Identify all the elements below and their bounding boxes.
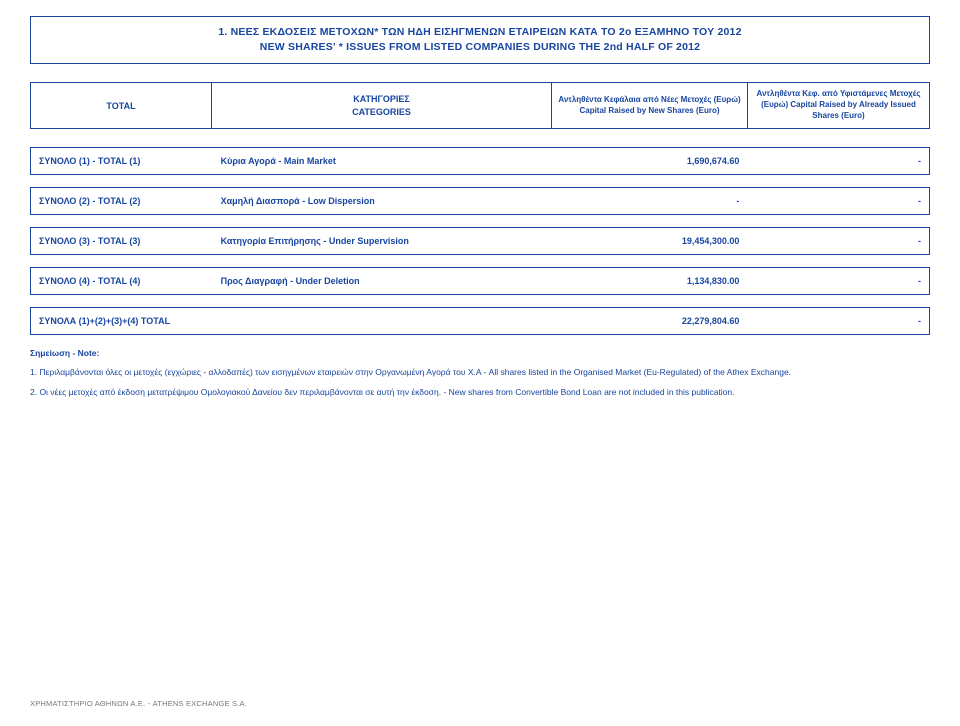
row-label: ΣΥΝΟΛΟ (3) - TOTAL (3) bbox=[31, 228, 213, 254]
row-label: ΣΥΝΟΛΟ (2) - TOTAL (2) bbox=[31, 188, 213, 214]
row-value-existing: - bbox=[747, 308, 929, 334]
table-row: ΣΥΝΟΛΟ (2) - TOTAL (2) Χαμηλή Διασπορά -… bbox=[30, 187, 930, 215]
row-category: Κατηγορία Επιτήρησης - Under Supervision bbox=[213, 228, 552, 254]
row-value-existing: - bbox=[747, 228, 929, 254]
page: 1. ΝΕΕΣ ΕΚΔΟΣΕΙΣ ΜΕΤΟΧΩΝ* ΤΩΝ ΗΔΗ ΕΙΣΗΓΜ… bbox=[0, 0, 960, 400]
row-category bbox=[213, 308, 552, 334]
header-label: Αντληθέντα Κεφ. από Υφιστάμενες Μετοχές … bbox=[754, 89, 923, 121]
table-row: ΣΥΝΟΛΟ (1) - TOTAL (1) Κύρια Αγορά - Mai… bbox=[30, 147, 930, 175]
header-label: ΚΑΤΗΓΟΡΙΕΣ bbox=[353, 93, 410, 105]
page-footer: ΧΡΗΜΑΤΙΣΤΗΡΙΟ ΑΘΗΝΩΝ Α.Ε. - ATHENS EXCHA… bbox=[30, 699, 247, 708]
row-label: ΣΥΝΟΛΟ (1) - TOTAL (1) bbox=[31, 148, 213, 174]
header-label: CATEGORIES bbox=[352, 106, 411, 118]
report-title-box: 1. ΝΕΕΣ ΕΚΔΟΣΕΙΣ ΜΕΤΟΧΩΝ* ΤΩΝ ΗΔΗ ΕΙΣΗΓΜ… bbox=[30, 16, 930, 64]
note-item: 2. Οι νέες μετοχές από έκδοση μετατρέψιμ… bbox=[30, 386, 930, 400]
notes-section: Σημείωση - Note: 1. Περιλαμβάνονται όλες… bbox=[30, 347, 930, 400]
row-value-new: - bbox=[552, 188, 748, 214]
header-label: Αντληθέντα Κεφάλαια από Νέες Μετοχές (Ευ… bbox=[558, 95, 740, 106]
row-value-new: 1,134,830.00 bbox=[552, 268, 748, 294]
row-value-new: 22,279,804.60 bbox=[552, 308, 748, 334]
table-row-grand-total: ΣΥΝΟΛΑ (1)+(2)+(3)+(4) TOTAL 22,279,804.… bbox=[30, 307, 930, 335]
header-new-shares: Αντληθέντα Κεφάλαια από Νέες Μετοχές (Ευ… bbox=[552, 82, 748, 128]
row-value-new: 1,690,674.60 bbox=[552, 148, 748, 174]
row-category: Προς Διαγραφή - Under Deletion bbox=[213, 268, 552, 294]
title-line-gr: 1. ΝΕΕΣ ΕΚΔΟΣΕΙΣ ΜΕΤΟΧΩΝ* ΤΩΝ ΗΔΗ ΕΙΣΗΓΜ… bbox=[41, 25, 919, 40]
row-value-existing: - bbox=[747, 188, 929, 214]
header-label: Capital Raised by New Shares (Euro) bbox=[579, 106, 719, 117]
table-header-row: TOTAL ΚΑΤΗΓΟΡΙΕΣ CATEGORIES Αντληθέντα Κ… bbox=[30, 82, 930, 128]
header-total: TOTAL bbox=[30, 82, 212, 128]
row-label: ΣΥΝΟΛΟ (4) - TOTAL (4) bbox=[31, 268, 213, 294]
note-item: 1. Περιλαμβάνονται όλες οι μετοχές (εγχώ… bbox=[30, 366, 930, 380]
table-row: ΣΥΝΟΛΟ (3) - TOTAL (3) Κατηγορία Επιτήρη… bbox=[30, 227, 930, 255]
row-label: ΣΥΝΟΛΑ (1)+(2)+(3)+(4) TOTAL bbox=[31, 308, 213, 334]
row-category: Χαμηλή Διασπορά - Low Dispersion bbox=[213, 188, 552, 214]
title-line-en: NEW SHARES' * ISSUES FROM LISTED COMPANI… bbox=[41, 40, 919, 55]
notes-heading: Σημείωση - Note: bbox=[30, 347, 930, 361]
row-value-new: 19,454,300.00 bbox=[552, 228, 748, 254]
header-existing-shares: Αντληθέντα Κεφ. από Υφιστάμενες Μετοχές … bbox=[748, 82, 930, 128]
header-categories: ΚΑΤΗΓΟΡΙΕΣ CATEGORIES bbox=[212, 82, 552, 128]
row-category: Κύρια Αγορά - Main Market bbox=[213, 148, 552, 174]
row-value-existing: - bbox=[747, 148, 929, 174]
table-row: ΣΥΝΟΛΟ (4) - TOTAL (4) Προς Διαγραφή - U… bbox=[30, 267, 930, 295]
row-value-existing: - bbox=[747, 268, 929, 294]
header-label: TOTAL bbox=[106, 100, 135, 112]
